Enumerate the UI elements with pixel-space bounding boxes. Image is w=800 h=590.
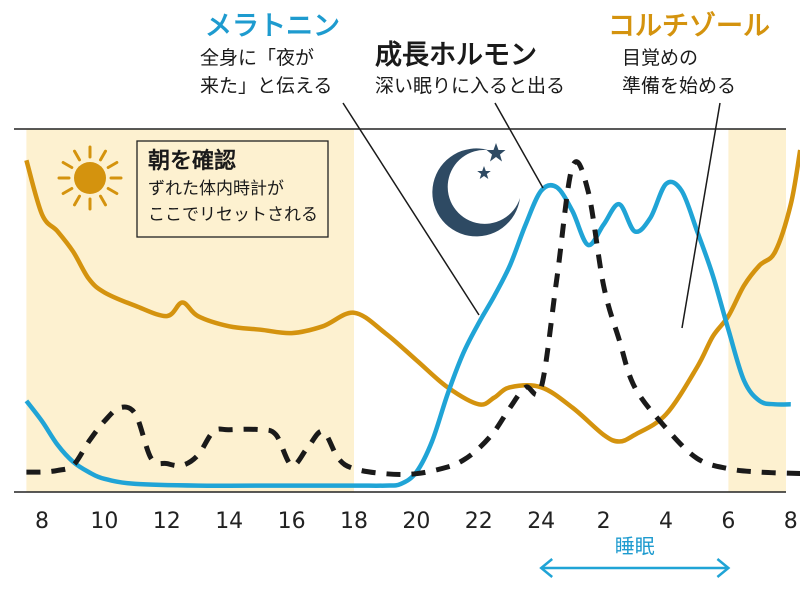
sun-ray: [99, 149, 107, 162]
x-tick-label: 4: [659, 509, 673, 534]
melatonin-desc-line2: 来た」と伝える: [200, 75, 332, 97]
series-line-growth-hormone: [26, 159, 800, 477]
moon-crescent: [432, 148, 520, 237]
series-line-melatonin: [24, 179, 791, 488]
moon-with-stars-icon: [432, 143, 520, 237]
sleep-arrow-head-left: [539, 558, 553, 578]
sleep-label: 睡眠: [615, 534, 655, 558]
series-line-cortisol: [24, 149, 800, 444]
daylight-band-2: [728, 129, 786, 492]
x-tick-label: 20: [402, 509, 430, 534]
melatonin-title: メラトニン: [205, 11, 340, 42]
star-small: [477, 166, 491, 179]
x-tick-label: 10: [90, 509, 118, 534]
x-tick-label: 6: [721, 509, 735, 534]
morning-box-title: 朝を確認: [148, 148, 236, 174]
x-tick-label: 2: [597, 509, 611, 534]
sun-rays: [57, 145, 123, 211]
x-tick-label: 22: [465, 509, 493, 534]
x-tick-label: 8: [35, 509, 49, 534]
morning-box-frame: [136, 140, 329, 238]
sleep-arrow-head-right: [716, 558, 731, 578]
sun-ray: [61, 161, 74, 169]
growth-hormone-title: 成長ホルモン: [375, 40, 537, 71]
x-axis-ticks: 8 10 12 14 16 18 20 22 24 2 4 6 8: [35, 509, 798, 534]
star-large: [486, 143, 506, 162]
sun-ray: [106, 161, 119, 169]
sun-ray: [73, 194, 81, 207]
x-tick-label: 18: [340, 509, 368, 534]
sun-ray: [106, 187, 119, 195]
growth-hormone-desc: 深い眠りに入ると出る: [375, 75, 565, 97]
sun-ray: [73, 149, 81, 162]
cortisol-title: コルチゾール: [608, 11, 770, 42]
sun-ray: [99, 194, 107, 207]
leader-cortisol: [681, 102, 721, 329]
cortisol-desc-line2: 準備を始める: [622, 75, 736, 97]
cortisol-desc-line1: 目覚めの: [622, 47, 698, 69]
sun-disc: [74, 162, 106, 194]
sleep-range-arrow: [539, 558, 731, 578]
sun-icon: [57, 145, 123, 211]
x-tick-label: 14: [215, 509, 243, 534]
leader-growth-hormone: [494, 102, 544, 189]
morning-box-line1: ずれた体内時計が: [148, 179, 284, 199]
x-tick-label: 12: [153, 509, 181, 534]
sun-ray: [61, 187, 74, 195]
x-tick-label: 8: [784, 509, 798, 534]
morning-box-line2: ここでリセットされる: [148, 205, 318, 225]
x-tick-label: 16: [278, 509, 306, 534]
daylight-bands: [26, 129, 786, 492]
leader-melatonin: [342, 102, 480, 316]
x-tick-label: 24: [527, 509, 555, 534]
melatonin-desc-line1: 全身に「夜が: [200, 47, 314, 69]
